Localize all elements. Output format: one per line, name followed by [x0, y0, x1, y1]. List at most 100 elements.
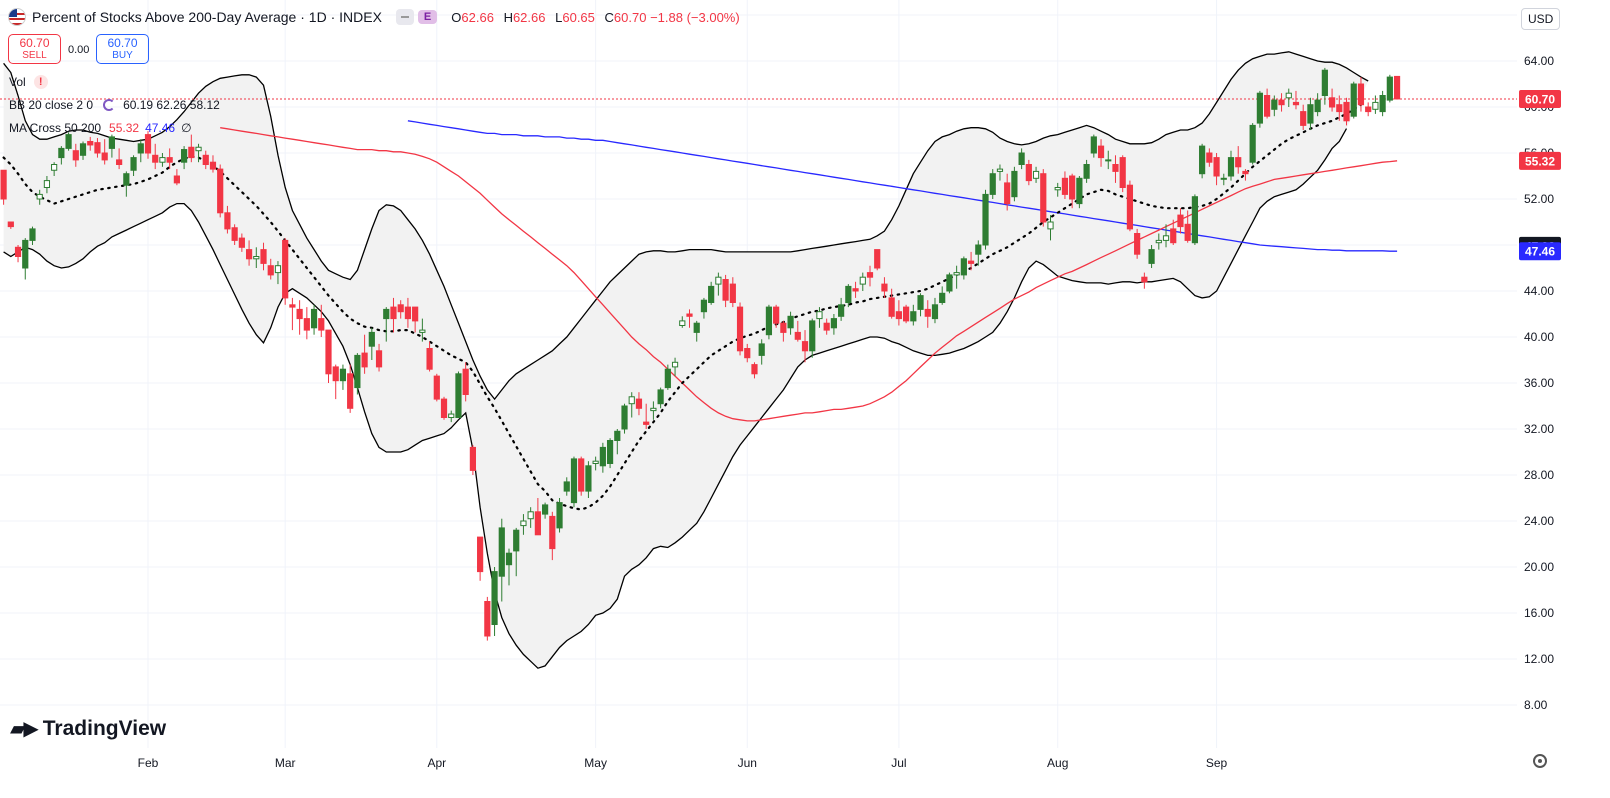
- candle: [130, 155, 137, 176]
- candle: [412, 306, 419, 333]
- candle: [469, 445, 476, 475]
- exchange-badge[interactable]: E: [417, 10, 438, 24]
- x-tick-label: Jun: [738, 756, 757, 770]
- candle: [628, 392, 635, 418]
- candle: [1069, 173, 1076, 209]
- candle: [708, 281, 715, 305]
- candle: [614, 429, 621, 455]
- candle: [989, 169, 996, 199]
- candle: [881, 277, 888, 298]
- candle: [809, 318, 816, 358]
- warning-icon[interactable]: !: [33, 75, 48, 89]
- time-axis: Feb Mar Apr May Jun Jul Aug Sep: [138, 756, 1228, 770]
- svg-text:60.70: 60.70: [1525, 92, 1555, 106]
- candle: [1191, 194, 1199, 245]
- candle: [895, 300, 902, 326]
- candle: [390, 297, 397, 333]
- candle: [87, 136, 94, 151]
- candle: [758, 339, 765, 365]
- candles: [0, 67, 1401, 641]
- candle: [780, 320, 787, 342]
- candle: [1018, 148, 1025, 170]
- candle: [621, 403, 628, 434]
- sell-button[interactable]: 60.70 SELL: [8, 34, 61, 64]
- candle: [79, 141, 87, 160]
- candle: [181, 146, 188, 170]
- currency-button[interactable]: USD: [1521, 8, 1561, 30]
- candle: [448, 410, 455, 423]
- candle: [123, 171, 130, 197]
- candle: [563, 477, 570, 496]
- candle: [1336, 95, 1343, 121]
- collapse-icon[interactable]: [395, 9, 414, 25]
- candle: [657, 387, 664, 409]
- candle: [650, 401, 657, 420]
- candle: [1119, 155, 1126, 193]
- candle: [7, 221, 14, 229]
- candle: [318, 304, 325, 337]
- candle: [231, 224, 238, 245]
- candle: [693, 320, 700, 342]
- indicator-bb[interactable]: BB 20 close 2 0 60.19 62.26 58.12: [9, 98, 220, 112]
- candle: [368, 327, 375, 360]
- candle: [744, 343, 751, 363]
- candle: [58, 146, 65, 165]
- y-tick-label: 64.00: [1524, 54, 1554, 68]
- candle: [166, 148, 173, 170]
- candle: [195, 143, 202, 163]
- candle: [513, 527, 520, 577]
- ohlc-values: O62.66 H62.66 L60.65 C60.70 −1.88 (−3.00…: [451, 9, 740, 25]
- candle: [1083, 159, 1090, 183]
- price-label: 47.46: [1519, 242, 1561, 261]
- candle: [939, 286, 946, 305]
- candle: [1199, 143, 1206, 179]
- candle: [592, 456, 599, 471]
- candle: [679, 316, 686, 328]
- candle: [1393, 75, 1401, 100]
- candle: [671, 357, 679, 377]
- candle: [1054, 182, 1061, 197]
- candle: [823, 318, 830, 335]
- indicator-vol[interactable]: Vol !: [9, 75, 48, 89]
- y-tick-label: 24.00: [1524, 514, 1554, 528]
- candle: [1061, 171, 1069, 199]
- candle: [1025, 159, 1032, 186]
- candle: [520, 514, 527, 535]
- x-tick-label: Feb: [138, 756, 159, 770]
- buy-button[interactable]: 60.70 BUY: [96, 34, 149, 64]
- bollinger-band-fill: [3, 51, 1369, 669]
- candle: [332, 364, 339, 400]
- candle: [1328, 88, 1336, 112]
- candle: [462, 362, 469, 402]
- x-tick-label: Mar: [275, 756, 296, 770]
- y-tick-label: 44.00: [1524, 284, 1554, 298]
- y-tick-label: 40.00: [1524, 330, 1554, 344]
- tradingview-logo: ▰▶ TradingView: [10, 716, 167, 741]
- candle: [1090, 134, 1097, 158]
- candle: [700, 297, 708, 319]
- candle: [975, 240, 982, 266]
- candle: [43, 176, 51, 194]
- settings-gear-icon[interactable]: [1533, 754, 1547, 768]
- candle: [686, 309, 693, 328]
- candle: [29, 226, 36, 245]
- candle: [1162, 224, 1170, 248]
- symbol-title[interactable]: Percent of Stocks Above 200-Day Average …: [32, 9, 382, 25]
- candle: [578, 456, 585, 496]
- candle: [751, 362, 758, 379]
- candle: [787, 311, 794, 335]
- candle: [426, 341, 433, 372]
- us-flag-icon: [8, 8, 26, 26]
- indicator-ma-cross[interactable]: MA Cross 50 200 55.32 47.46 ∅: [9, 121, 192, 135]
- price-label: 60.70: [1519, 89, 1561, 108]
- candle: [1076, 176, 1083, 209]
- candle: [1040, 169, 1047, 227]
- candle: [1220, 173, 1227, 186]
- candle: [419, 318, 426, 342]
- candle: [852, 281, 859, 298]
- candle: [1357, 77, 1365, 112]
- price-label: 55.32: [1519, 151, 1561, 170]
- candle: [765, 304, 773, 340]
